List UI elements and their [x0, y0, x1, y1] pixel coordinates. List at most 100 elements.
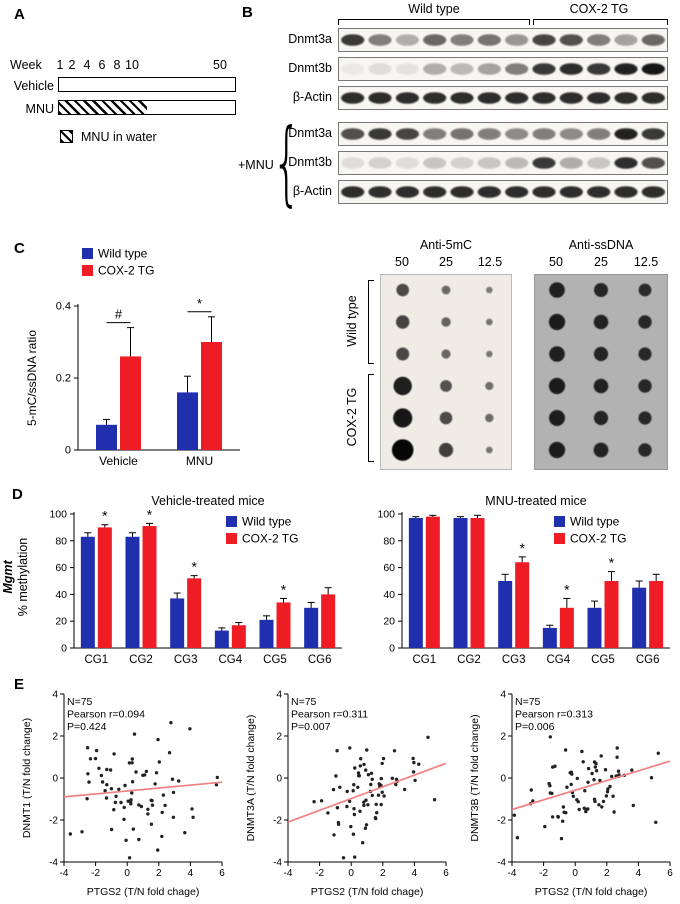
svg-text:2: 2: [276, 732, 282, 743]
blot-row-label: Dnmt3b: [288, 61, 332, 75]
svg-text:5-mC/ssDNA ratio: 5-mC/ssDNA ratio: [25, 330, 39, 426]
dot-wild-type-bracket: [368, 280, 374, 364]
mnu-water-swatch: [60, 130, 73, 143]
svg-text:0: 0: [61, 643, 67, 655]
svg-text:4: 4: [636, 868, 642, 879]
svg-text:2: 2: [52, 732, 58, 743]
svg-text:PTGS2 (T/N fold chage): PTGS2 (T/N fold chage): [535, 886, 648, 898]
svg-text:N=75: N=75: [515, 696, 541, 708]
svg-text:0: 0: [389, 643, 395, 655]
svg-text:20: 20: [55, 616, 67, 628]
week-tick: 10: [125, 58, 139, 72]
svg-text:CG6: CG6: [308, 654, 332, 666]
svg-text:*: *: [609, 555, 615, 571]
week-tick: 1: [56, 58, 64, 72]
svg-text:0: 0: [572, 868, 578, 879]
wild-type-group-label: Wild type: [408, 2, 460, 16]
svg-text:4: 4: [412, 868, 418, 879]
blot-row-label: β-Actin: [292, 184, 332, 198]
panel-d-letter: D: [12, 486, 23, 503]
blot-bands: [341, 157, 665, 169]
svg-text:6: 6: [219, 868, 225, 879]
svg-text:DNMT3B (T/N fold change): DNMT3B (T/N fold change): [469, 714, 481, 841]
svg-text:2: 2: [156, 868, 162, 879]
concentration-label: 12.5: [477, 255, 503, 269]
svg-text:CG1: CG1: [85, 654, 109, 666]
svg-text:-4: -4: [273, 858, 282, 869]
svg-text:MNU: MNU: [186, 454, 213, 468]
cox2tg-bracket: [533, 19, 668, 25]
svg-text:P=0.007: P=0.007: [291, 721, 331, 733]
svg-text:Vehicle: Vehicle: [99, 454, 138, 468]
svg-text:0: 0: [65, 445, 71, 457]
svg-text:*: *: [197, 296, 202, 311]
blot-bands: [341, 63, 665, 75]
svg-text:Wild type: Wild type: [570, 515, 620, 529]
svg-text:PTGS2 (T/N fold chage): PTGS2 (T/N fold chage): [87, 886, 200, 898]
svg-text:40: 40: [383, 589, 395, 601]
svg-text:-2: -2: [539, 868, 548, 879]
svg-text:-2: -2: [497, 816, 506, 827]
svg-text:4: 4: [188, 868, 194, 879]
svg-text:CG3: CG3: [502, 654, 526, 666]
svg-text:DNMT3A (T/N fold change): DNMT3A (T/N fold change): [245, 715, 257, 842]
svg-text:Pearson r=0.313: Pearson r=0.313: [515, 709, 593, 721]
mnu-brace: {: [272, 109, 302, 216]
blot-lane-box: [338, 57, 668, 81]
svg-text:CG2: CG2: [129, 654, 153, 666]
svg-text:PTGS2 (T/N fold chage): PTGS2 (T/N fold chage): [311, 886, 424, 898]
svg-text:*: *: [147, 506, 153, 522]
svg-text:-2: -2: [315, 868, 324, 879]
svg-text:#: #: [115, 307, 123, 322]
svg-text:0: 0: [500, 774, 506, 785]
svg-text:40: 40: [55, 589, 67, 601]
svg-text:-2: -2: [91, 868, 100, 879]
anti-ssdna-membrane: [534, 274, 668, 470]
svg-text:4: 4: [276, 690, 282, 701]
svg-text:0: 0: [124, 868, 130, 879]
blot-row-label: β-Actin: [292, 90, 332, 104]
svg-text:-4: -4: [497, 858, 506, 869]
wild-type-bracket: [338, 19, 530, 25]
week-tick: 50: [213, 58, 227, 72]
mnu-timeline-bar: [58, 100, 236, 115]
anti-5mc-title: Anti-5mC: [419, 238, 473, 252]
blot-lane-box: [338, 28, 668, 52]
mnu-water-label: MNU in water: [81, 130, 157, 144]
vehicle-timeline-bar: [58, 77, 236, 92]
svg-text:*: *: [191, 559, 197, 575]
svg-text:CG5: CG5: [591, 654, 615, 666]
blot-lane-box: [338, 151, 668, 175]
panel-a-letter: A: [14, 6, 25, 23]
week-tick: 4: [83, 58, 91, 72]
svg-text:P=0.424: P=0.424: [67, 721, 107, 733]
svg-text:*: *: [519, 540, 525, 556]
svg-text:2: 2: [604, 868, 610, 879]
dot-blot-section: Anti-5mC Anti-ssDNA Wild type COX-2 TG 5…: [240, 236, 680, 482]
blot-row-label: Dnmt3b: [288, 155, 332, 169]
svg-text:80: 80: [383, 535, 395, 547]
dot-wild-type-label: Wild type: [345, 295, 359, 347]
week-label: Week: [10, 58, 42, 72]
svg-text:COX-2 TG: COX-2 TG: [98, 264, 154, 278]
svg-text:0: 0: [52, 774, 58, 785]
plus-mnu-label: +MNU: [238, 158, 274, 172]
panel-c-letter: C: [14, 240, 25, 257]
svg-text:-2: -2: [273, 816, 282, 827]
svg-text:N=75: N=75: [67, 696, 93, 708]
blot-lane-box: [338, 86, 668, 110]
svg-text:-2: -2: [49, 816, 58, 827]
svg-text:N=75: N=75: [291, 696, 317, 708]
panel-b-letter: B: [242, 4, 253, 21]
panel-b: B Wild type COX-2 TG +MNU { Dnmt3a Dnmt3b…: [238, 2, 680, 234]
e-dnmt3b-points: [512, 735, 660, 841]
svg-text:COX-2 TG: COX-2 TG: [570, 532, 626, 546]
anti-5mc-membrane: [380, 274, 512, 470]
svg-text:4: 4: [500, 690, 506, 701]
